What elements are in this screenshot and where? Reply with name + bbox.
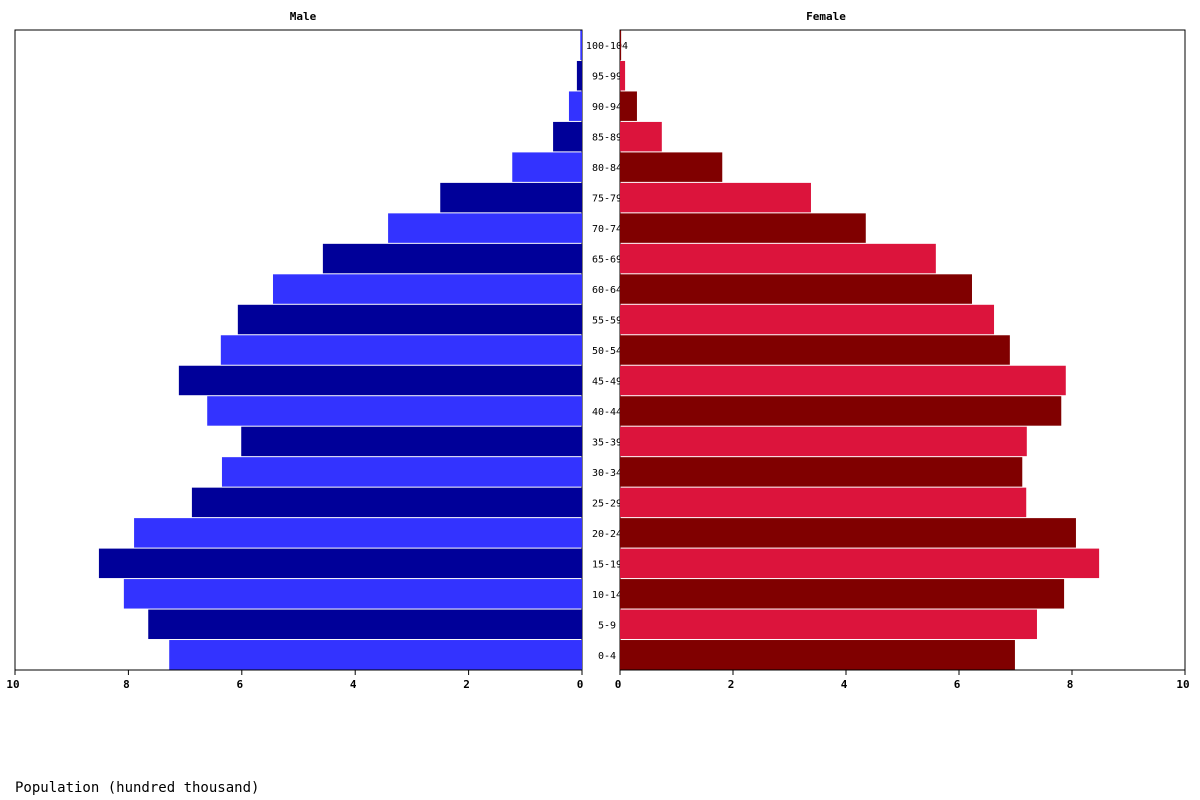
x-tick-label: 10	[6, 678, 19, 691]
age-label: 10-14	[592, 590, 622, 601]
bar	[620, 213, 866, 243]
bar	[237, 304, 582, 335]
age-label: 65-69	[592, 255, 622, 266]
age-label: 80-84	[592, 163, 622, 174]
age-label: 85-89	[592, 133, 622, 144]
age-label: 100-104	[586, 41, 628, 52]
bar	[620, 304, 995, 335]
bar	[620, 121, 662, 152]
age-label: 35-39	[592, 437, 622, 448]
bar	[620, 91, 637, 121]
bar	[620, 457, 1023, 487]
bar	[620, 30, 622, 60]
x-tick-label: 0	[577, 678, 584, 691]
x-axis-label: Population (hundred thousand)	[15, 780, 259, 796]
bar	[620, 426, 1027, 457]
bar	[207, 396, 582, 426]
age-label: 90-94	[592, 102, 622, 113]
bar	[620, 243, 936, 274]
bar	[241, 426, 582, 457]
bar	[620, 548, 1100, 579]
x-tick-label: 0	[615, 678, 622, 691]
age-label: 30-34	[592, 468, 622, 479]
bar	[191, 487, 583, 518]
x-tick-label: 8	[123, 678, 130, 691]
age-label: 0-4	[598, 651, 616, 662]
bar	[221, 457, 582, 487]
age-label: 20-24	[592, 529, 622, 540]
bar	[178, 365, 582, 396]
age-label: 15-19	[592, 559, 622, 570]
bar	[620, 518, 1076, 548]
bar	[620, 609, 1037, 640]
x-tick-label: 10	[1176, 678, 1189, 691]
bar	[98, 548, 582, 579]
age-label: 45-49	[592, 376, 622, 387]
bar	[620, 365, 1066, 396]
bar	[388, 213, 582, 243]
age-label: 55-59	[592, 316, 622, 327]
bar	[620, 182, 811, 213]
x-tick-label: 8	[1067, 678, 1074, 691]
bar	[553, 121, 582, 152]
panel-title: Female	[806, 10, 846, 23]
bar	[620, 487, 1027, 518]
bar	[620, 396, 1062, 426]
bar	[620, 640, 1015, 670]
age-label: 40-44	[592, 407, 622, 418]
bar	[620, 60, 626, 91]
bar	[272, 274, 582, 304]
age-label: 95-99	[592, 72, 622, 83]
bar	[220, 335, 583, 365]
bar	[123, 579, 582, 609]
age-label: 60-64	[592, 285, 622, 296]
bar	[620, 152, 723, 182]
bar	[620, 335, 1010, 365]
bar	[512, 152, 582, 182]
x-tick-label: 2	[728, 678, 735, 691]
x-tick-label: 2	[463, 678, 470, 691]
bar	[576, 60, 582, 91]
bar	[440, 182, 582, 213]
bar	[169, 640, 582, 670]
bar	[148, 609, 582, 640]
age-label: 5-9	[598, 620, 616, 631]
bar	[580, 30, 582, 60]
bar	[620, 579, 1065, 609]
age-label: 50-54	[592, 346, 622, 357]
bar	[322, 243, 582, 274]
age-label: 70-74	[592, 224, 622, 235]
x-tick-label: 4	[841, 678, 848, 691]
bar	[620, 274, 972, 304]
age-label: 75-79	[592, 194, 622, 205]
x-tick-label: 4	[350, 678, 357, 691]
panel-title: Male	[290, 10, 317, 23]
bar	[568, 91, 582, 121]
age-label: 25-29	[592, 498, 622, 509]
bar	[134, 518, 582, 548]
x-tick-label: 6	[954, 678, 961, 691]
x-tick-label: 6	[236, 678, 243, 691]
